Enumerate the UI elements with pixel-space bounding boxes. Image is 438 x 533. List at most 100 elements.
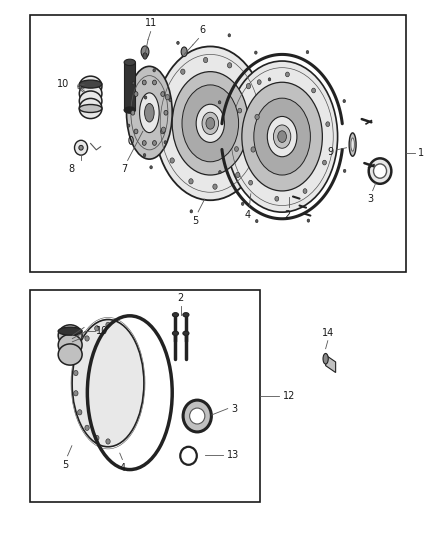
Polygon shape: [124, 62, 135, 110]
Circle shape: [85, 425, 89, 431]
Circle shape: [307, 219, 310, 222]
Ellipse shape: [173, 331, 179, 335]
Text: 14: 14: [321, 328, 334, 337]
Ellipse shape: [58, 327, 82, 335]
Text: 10: 10: [96, 326, 109, 336]
Text: 12: 12: [283, 391, 295, 401]
Circle shape: [322, 160, 326, 165]
Circle shape: [311, 88, 315, 93]
Circle shape: [286, 72, 290, 77]
Ellipse shape: [155, 46, 266, 200]
Text: 5: 5: [192, 216, 198, 226]
Circle shape: [306, 51, 309, 54]
Circle shape: [142, 141, 146, 146]
Circle shape: [177, 41, 179, 44]
Circle shape: [257, 80, 261, 85]
Text: 3: 3: [231, 403, 237, 414]
Ellipse shape: [183, 400, 212, 432]
Ellipse shape: [79, 80, 102, 88]
Polygon shape: [325, 355, 336, 373]
Circle shape: [153, 69, 155, 72]
Text: 1: 1: [418, 148, 424, 158]
Text: 8: 8: [68, 164, 74, 174]
Text: 9: 9: [327, 147, 333, 157]
Circle shape: [303, 189, 307, 193]
Circle shape: [95, 326, 99, 331]
Ellipse shape: [190, 408, 205, 424]
Circle shape: [203, 58, 208, 63]
Ellipse shape: [72, 319, 144, 447]
Circle shape: [246, 84, 251, 89]
Text: 6: 6: [200, 26, 206, 35]
Ellipse shape: [79, 76, 102, 96]
Ellipse shape: [124, 59, 135, 66]
Circle shape: [74, 391, 78, 396]
Circle shape: [180, 69, 185, 74]
Circle shape: [127, 124, 130, 127]
Text: 13: 13: [227, 450, 239, 460]
Circle shape: [132, 82, 135, 85]
Circle shape: [131, 110, 135, 115]
Circle shape: [106, 322, 110, 327]
Ellipse shape: [202, 112, 219, 134]
Text: 4: 4: [119, 463, 125, 473]
Circle shape: [255, 115, 259, 119]
Ellipse shape: [181, 47, 187, 56]
Circle shape: [255, 220, 258, 223]
Ellipse shape: [124, 107, 135, 114]
Circle shape: [164, 110, 168, 115]
Circle shape: [228, 34, 230, 37]
Circle shape: [150, 166, 152, 169]
Circle shape: [238, 108, 242, 113]
Text: 11: 11: [145, 18, 157, 28]
Circle shape: [274, 148, 276, 151]
Circle shape: [78, 351, 82, 357]
Circle shape: [326, 122, 330, 126]
Circle shape: [78, 410, 82, 415]
Ellipse shape: [369, 158, 391, 184]
Ellipse shape: [351, 138, 354, 151]
Ellipse shape: [267, 116, 297, 157]
Ellipse shape: [79, 146, 83, 150]
Ellipse shape: [349, 133, 356, 156]
Bar: [30, 290, 260, 503]
Text: 3: 3: [367, 195, 374, 204]
Ellipse shape: [58, 334, 82, 356]
Ellipse shape: [374, 164, 387, 178]
Circle shape: [164, 141, 166, 144]
Ellipse shape: [79, 99, 102, 118]
Ellipse shape: [226, 61, 338, 212]
Circle shape: [343, 100, 346, 103]
Circle shape: [85, 336, 89, 341]
Ellipse shape: [173, 313, 179, 317]
Circle shape: [241, 202, 244, 205]
Circle shape: [134, 92, 138, 96]
Ellipse shape: [323, 353, 328, 364]
Ellipse shape: [145, 103, 154, 122]
Circle shape: [152, 141, 156, 146]
Circle shape: [161, 127, 166, 132]
Ellipse shape: [278, 131, 286, 142]
Text: 2: 2: [284, 211, 290, 220]
Circle shape: [144, 96, 147, 99]
Ellipse shape: [127, 66, 172, 159]
Ellipse shape: [79, 84, 102, 104]
Circle shape: [219, 171, 221, 174]
Ellipse shape: [74, 140, 88, 155]
Circle shape: [106, 439, 110, 444]
Ellipse shape: [79, 91, 102, 111]
Circle shape: [189, 179, 193, 184]
Ellipse shape: [183, 313, 189, 317]
Circle shape: [170, 158, 174, 163]
Ellipse shape: [79, 104, 102, 112]
Circle shape: [134, 129, 138, 134]
Circle shape: [268, 78, 271, 81]
Ellipse shape: [172, 71, 248, 175]
Ellipse shape: [206, 117, 215, 129]
Ellipse shape: [254, 98, 311, 175]
Ellipse shape: [143, 53, 147, 59]
Circle shape: [213, 184, 217, 189]
Ellipse shape: [58, 344, 82, 365]
Text: 2: 2: [177, 293, 184, 303]
Bar: [30, 14, 406, 272]
